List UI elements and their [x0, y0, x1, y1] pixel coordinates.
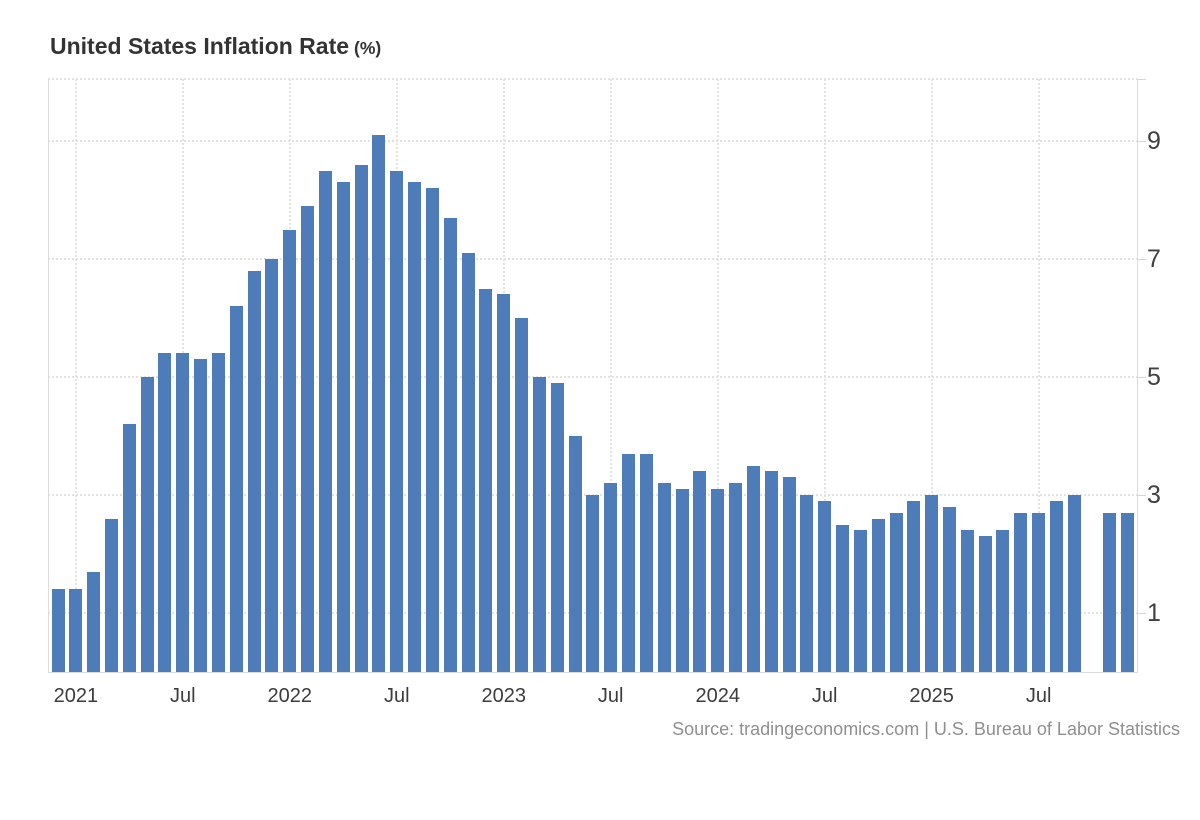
gridline-x-55	[1037, 79, 1040, 672]
y-axis-label-3: 3	[1147, 481, 1161, 509]
bar-apr-2025[interactable]	[978, 536, 992, 672]
bar-dec-2025[interactable]	[1121, 512, 1135, 672]
bar-dec-2023[interactable]	[693, 471, 707, 672]
y-axis-label-9: 9	[1147, 127, 1161, 155]
gridline-x-49	[930, 79, 933, 672]
bar-apr-2021[interactable]	[122, 424, 136, 672]
bar-may-2022[interactable]	[354, 164, 368, 672]
bar-jun-2023[interactable]	[586, 495, 600, 672]
bar-sep-2022[interactable]	[425, 188, 439, 672]
bar-jul-2024[interactable]	[818, 500, 832, 672]
bar-feb-2022[interactable]	[301, 205, 315, 672]
y-axis-label-1: 1	[1147, 599, 1161, 627]
bar-jul-2023[interactable]	[604, 483, 618, 672]
bar-nov-2022[interactable]	[461, 253, 475, 672]
chart-title: United States Inflation Rate (%)	[50, 33, 381, 60]
x-axis-label-49-2025: 2025	[909, 685, 954, 707]
bar-jan-2025[interactable]	[925, 495, 939, 672]
bar-jan-2022[interactable]	[283, 229, 297, 672]
plot-top-border	[48, 78, 1137, 80]
bar-dec-2024[interactable]	[907, 500, 921, 672]
y-axis-label-7: 7	[1147, 245, 1161, 273]
bar-oct-2023[interactable]	[657, 483, 671, 672]
bar-mar-2022[interactable]	[318, 170, 332, 672]
bar-sep-2025[interactable]	[1067, 495, 1081, 672]
bar-apr-2022[interactable]	[336, 182, 350, 672]
bar-aug-2024[interactable]	[836, 524, 850, 672]
x-axis-label-43-jul: Jul	[811, 685, 838, 707]
gridline-x-1	[74, 79, 77, 672]
gridline-x-37	[716, 79, 719, 672]
x-axis-label-55-jul: Jul	[1025, 685, 1052, 707]
y-axis-right-line	[1137, 79, 1138, 672]
bar-dec-2022[interactable]	[479, 288, 493, 672]
bar-mar-2021[interactable]	[104, 518, 118, 672]
x-axis-label-7-jul: Jul	[170, 685, 196, 707]
bar-oct-2021[interactable]	[229, 306, 243, 672]
bar-aug-2025[interactable]	[1049, 500, 1063, 672]
y-axis-tick-1	[1137, 613, 1146, 614]
gridline-y-5	[48, 376, 1137, 378]
bar-aug-2023[interactable]	[622, 453, 636, 672]
bar-jul-2025[interactable]	[1032, 512, 1046, 672]
x-axis-label-37-2024: 2024	[695, 685, 740, 707]
bar-apr-2024[interactable]	[764, 471, 778, 672]
bar-sep-2023[interactable]	[639, 453, 653, 672]
bar-feb-2025[interactable]	[943, 506, 956, 672]
bar-jan-2021[interactable]	[69, 589, 83, 672]
bar-nov-2021[interactable]	[247, 270, 261, 672]
bar-nov-2024[interactable]	[889, 512, 903, 672]
bar-nov-2023[interactable]	[675, 489, 689, 672]
bar-dec-2020[interactable]	[51, 589, 65, 672]
bar-jun-2024[interactable]	[800, 495, 814, 672]
bar-aug-2022[interactable]	[408, 182, 422, 672]
chart-title-text: United States Inflation Rate	[50, 33, 350, 59]
bar-jun-2025[interactable]	[1014, 512, 1028, 672]
bar-jul-2022[interactable]	[390, 170, 404, 672]
bar-jan-2023[interactable]	[497, 294, 511, 672]
x-axis-label-13-2022: 2022	[267, 685, 313, 707]
bar-jun-2022[interactable]	[372, 135, 386, 672]
x-axis-label-25-2023: 2023	[481, 685, 527, 707]
bar-mar-2024[interactable]	[746, 465, 760, 672]
bar-aug-2021[interactable]	[194, 359, 208, 672]
bar-mar-2025[interactable]	[960, 530, 974, 672]
gridline-x-43	[823, 79, 826, 672]
bar-dec-2021[interactable]	[265, 259, 279, 672]
gridline-y-7	[48, 258, 1137, 260]
bar-jan-2024[interactable]	[711, 489, 725, 672]
y-axis-tick-5	[1137, 141, 1146, 142]
bar-apr-2023[interactable]	[550, 382, 564, 672]
y-axis-tick-4	[1137, 259, 1146, 260]
y-axis-left-line	[48, 79, 49, 672]
x-axis-label-31-jul: Jul	[597, 685, 624, 707]
x-axis-label-1-2021: 2021	[53, 685, 99, 707]
gridline-y-9	[48, 140, 1137, 142]
bar-nov-2025[interactable]	[1103, 512, 1117, 672]
chart-title-unit: (%)	[354, 38, 382, 58]
y-axis-tick-2	[1137, 495, 1146, 496]
bar-oct-2022[interactable]	[443, 217, 457, 672]
gridline-x-31	[609, 79, 612, 672]
bar-feb-2021[interactable]	[87, 571, 101, 672]
x-axis-line	[48, 672, 1138, 673]
bar-feb-2024[interactable]	[729, 483, 743, 672]
bar-feb-2023[interactable]	[515, 318, 529, 672]
bar-may-2021[interactable]	[140, 377, 154, 672]
bar-oct-2024[interactable]	[871, 518, 885, 672]
y-axis-label-5: 5	[1147, 363, 1161, 391]
y-axis-tick-0	[1137, 79, 1146, 80]
bar-sep-2024[interactable]	[853, 530, 867, 672]
bar-may-2024[interactable]	[782, 477, 796, 672]
x-axis-label-19-jul: Jul	[383, 685, 410, 707]
bar-may-2023[interactable]	[568, 436, 582, 672]
y-axis-tick-3	[1137, 377, 1146, 378]
bar-sep-2021[interactable]	[211, 353, 225, 672]
bar-jun-2021[interactable]	[158, 353, 172, 672]
bar-may-2025[interactable]	[996, 530, 1010, 672]
source-attribution: Source: tradingeconomics.com | U.S. Bure…	[672, 719, 1180, 739]
bar-mar-2023[interactable]	[532, 377, 546, 672]
bar-jul-2021[interactable]	[176, 353, 190, 672]
